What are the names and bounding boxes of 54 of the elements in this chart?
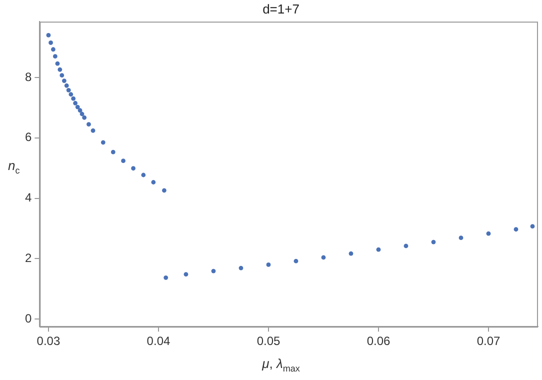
point	[73, 100, 78, 106]
point	[51, 47, 56, 52]
x-tick-label: 0.07	[476, 334, 500, 348]
point	[486, 231, 491, 236]
point	[348, 251, 354, 256]
point	[121, 158, 126, 164]
x-tick-label: 0.04	[146, 334, 170, 348]
point	[90, 128, 96, 133]
point	[376, 247, 381, 252]
point	[55, 61, 60, 66]
point	[238, 266, 244, 270]
point	[164, 275, 168, 280]
point	[184, 272, 188, 277]
point	[75, 104, 80, 110]
point	[60, 73, 64, 78]
point	[266, 262, 271, 267]
point	[58, 67, 62, 72]
x-axis-title: μ, λ$_{max}$	[260, 356, 301, 374]
x-tick-label: 0.03	[36, 334, 60, 348]
point	[110, 150, 116, 154]
point	[46, 32, 51, 38]
point	[530, 224, 535, 229]
chart-title: d=1+7	[262, 1, 300, 16]
point	[321, 255, 326, 260]
point	[458, 236, 464, 240]
point	[86, 122, 91, 126]
point	[514, 227, 518, 232]
point	[151, 180, 156, 184]
y-tick-label: 6	[24, 130, 32, 144]
y-axis-title: n$_{c}$	[8, 158, 20, 176]
point	[68, 92, 74, 97]
point	[48, 40, 53, 45]
point	[71, 96, 76, 101]
point	[64, 83, 69, 88]
point	[82, 115, 87, 120]
x-tick-label: 0.06	[366, 334, 390, 348]
point	[62, 78, 66, 83]
point	[211, 268, 216, 274]
point	[66, 88, 71, 92]
y-tick-label: 2	[24, 250, 32, 265]
point	[131, 166, 136, 171]
point	[404, 244, 408, 248]
x-tick-label: 0.05	[256, 334, 280, 348]
point	[162, 188, 166, 193]
y-tick-label: 8	[24, 70, 32, 84]
point	[141, 172, 146, 178]
point	[100, 140, 106, 145]
point	[431, 240, 436, 244]
point	[80, 112, 84, 116]
y-tick-label: 4	[24, 190, 32, 205]
point	[294, 258, 298, 264]
point	[52, 54, 58, 59]
point	[78, 108, 82, 113]
y-tick-label: 0	[24, 311, 32, 326]
